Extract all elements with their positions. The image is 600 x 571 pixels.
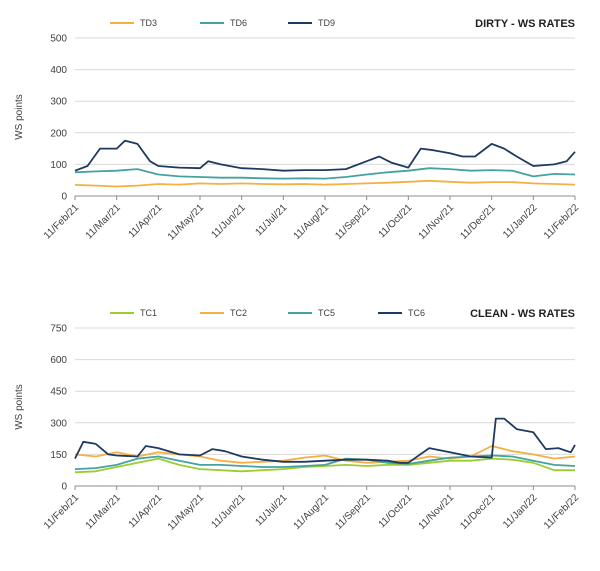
- clean-ws-rates-chart: CLEAN - WS RATES TC1 TC2 TC5 TC6 0 150 300 450 60…: [0, 290, 600, 566]
- clean-series-line-tc6: [74, 417, 576, 464]
- dirty-x-tick-label: 11/Nov/21: [417, 202, 457, 242]
- dirty-y-axis-label: WS points: [14, 94, 25, 140]
- dirty-y-tick-label: 0: [61, 192, 67, 203]
- clean-y-tick-label: 0: [61, 482, 67, 493]
- clean-x-tick-label: 11/Dec/21: [458, 492, 498, 532]
- dirty-x-tick-label: 11/Feb/22: [542, 202, 581, 241]
- clean-chart-title: CLEAN - WS RATES: [470, 308, 575, 320]
- clean-x-tick-label: 11/Apr/21: [127, 492, 165, 530]
- clean-x-tick-label: 11/Feb/21: [42, 492, 81, 531]
- dirty-x-tick-label: 11/Jan/22: [501, 202, 540, 241]
- dirty-x-tick-label: 11/Jul/21: [254, 202, 290, 238]
- clean-y-tick-label: 750: [50, 324, 67, 335]
- clean-legend-label-tc1: TC1: [140, 308, 157, 318]
- clean-x-tick-label: 11/Feb/22: [542, 492, 581, 531]
- dirty-legend-label-td9: TD9: [318, 18, 335, 28]
- dirty-legend-label-td3: TD3: [140, 18, 157, 28]
- clean-legend-label-tc2: TC2: [230, 308, 247, 318]
- dirty-series-line-td6: [74, 167, 576, 180]
- dirty-x-tick-label: 11/Aug/21: [292, 202, 332, 242]
- dirty-y-tick-label: 100: [50, 160, 67, 171]
- clean-series-line-tc1: [74, 457, 575, 474]
- dirty-y-tick-label: 400: [50, 65, 67, 76]
- dirty-x-tick-label: 11/Dec/21: [458, 202, 498, 242]
- clean-y-tick-label: 600: [50, 355, 67, 366]
- dirty-y-tick-label: 500: [50, 34, 67, 45]
- dirty-legend-label-td6: TD6: [230, 18, 247, 28]
- dirty-series-line-td3: [74, 179, 576, 188]
- clean-ws-rates-svg: CLEAN - WS RATES TC1 TC2 TC5 TC6 0 150 300 450 60…: [14, 308, 581, 533]
- clean-x-tick-label: 11/Sep/21: [333, 492, 373, 532]
- clean-x-tick-label: 11/Jul/21: [254, 492, 290, 528]
- clean-series-line-tc2: [74, 445, 576, 464]
- dirty-series-line-td9: [74, 139, 576, 172]
- clean-y-tick-label: 450: [50, 387, 67, 398]
- clean-x-tick-label: 11/Nov/21: [417, 492, 457, 532]
- dirty-x-tick-label: 11/Feb/21: [42, 202, 81, 241]
- clean-series-line-tc5: [74, 454, 576, 470]
- clean-y-tick-label: 150: [50, 450, 67, 461]
- clean-y-tick-label: 300: [50, 418, 67, 429]
- clean-x-tick-label: 11/May/21: [166, 492, 207, 533]
- clean-y-axis-label: WS points: [14, 384, 25, 430]
- clean-legend-label-tc5: TC5: [318, 308, 335, 318]
- clean-x-tick-label: 11/Aug/21: [292, 492, 332, 532]
- dirty-y-tick-label: 300: [50, 97, 67, 108]
- dirty-chart-title: DIRTY - WS RATES: [475, 18, 575, 30]
- clean-x-tick-label: 11/Mar/21: [84, 492, 123, 531]
- dirty-ws-rates-chart: DIRTY - WS RATES TD3 TD6 TD9 0 100 200 300 400 50…: [0, 0, 600, 270]
- dirty-x-tick-label: 11/Sep/21: [333, 202, 373, 242]
- clean-x-tick-label: 11/Jan/22: [501, 492, 540, 531]
- dirty-x-tick-label: 11/Oct/21: [377, 202, 415, 240]
- clean-x-tick-label: 11/Jun/21: [209, 492, 248, 531]
- dirty-x-tick-label: 11/Mar/21: [84, 202, 123, 241]
- dirty-x-tick-label: 11/May/21: [166, 202, 207, 243]
- dirty-x-tick-label: 11/Apr/21: [127, 202, 165, 240]
- clean-x-tick-label: 11/Oct/21: [377, 492, 415, 530]
- dirty-ws-rates-svg: DIRTY - WS RATES TD3 TD6 TD9 0 100 200 300 400 50…: [14, 18, 581, 243]
- dirty-x-tick-label: 11/Jun/21: [209, 202, 248, 241]
- clean-legend-label-tc6: TC6: [408, 308, 425, 318]
- dirty-y-tick-label: 200: [50, 128, 67, 139]
